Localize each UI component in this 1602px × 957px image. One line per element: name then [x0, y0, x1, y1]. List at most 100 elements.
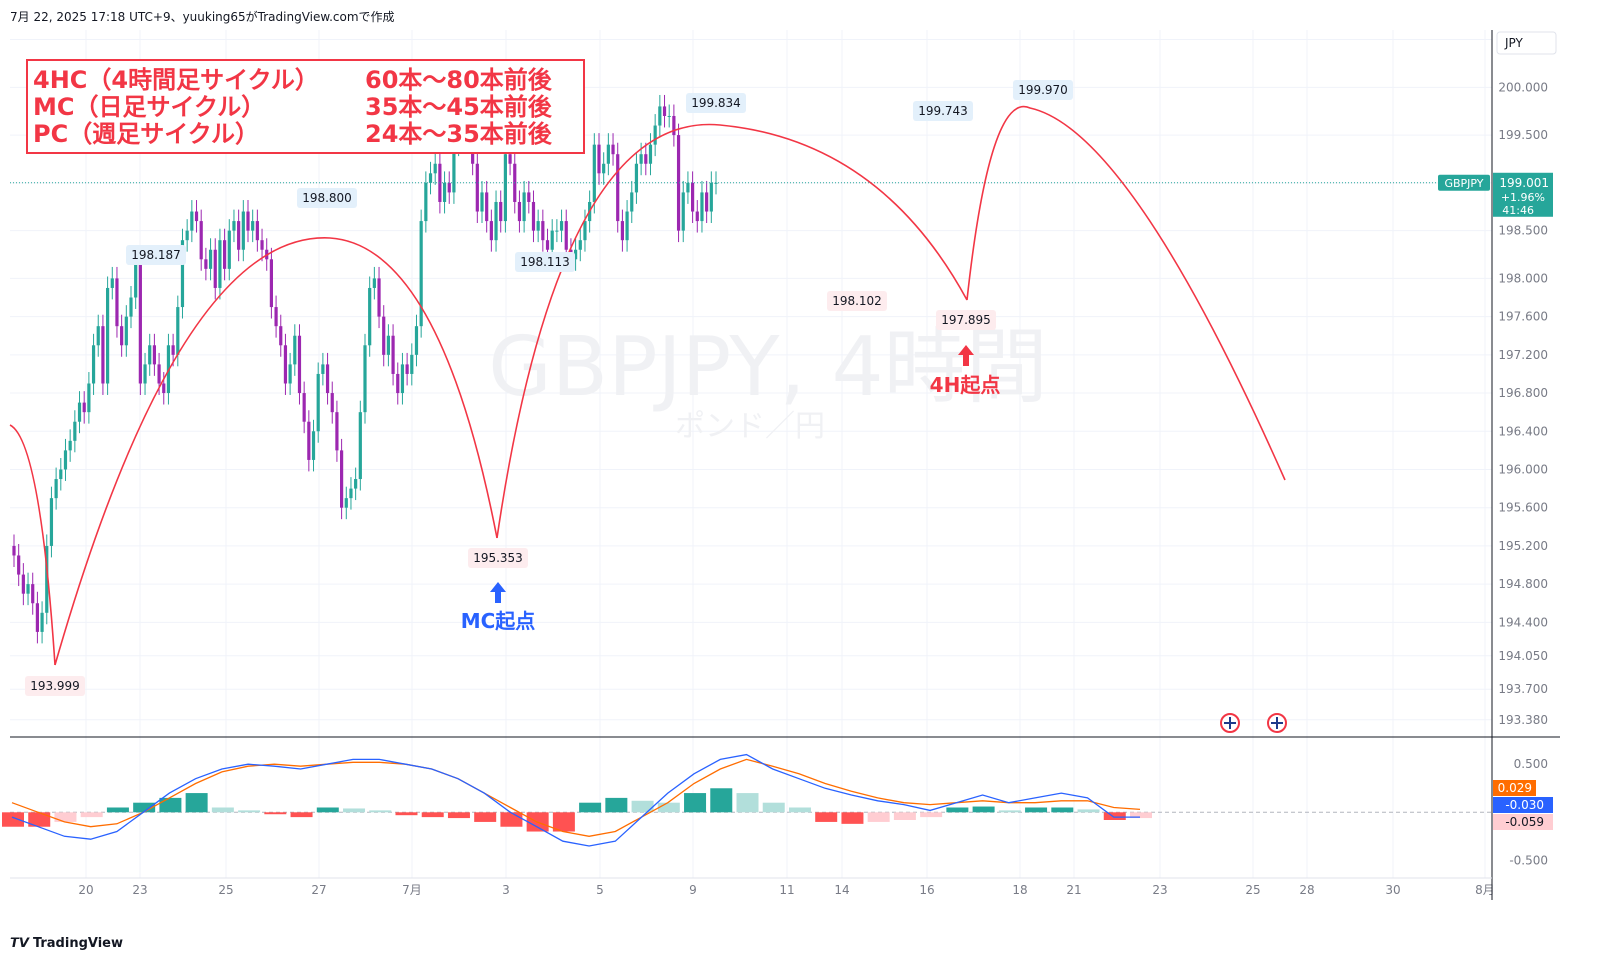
swing-label: 195.353	[473, 551, 523, 565]
macd-hist-bar	[867, 812, 890, 822]
candle-body	[293, 335, 297, 365]
tradingview-logo[interactable]: 𝙏𝙑 TradingView	[10, 936, 123, 951]
candle-body	[653, 125, 657, 145]
macd-hist-bar	[28, 812, 51, 827]
currency-badge	[1496, 31, 1557, 55]
info-line-value: 60本～80本前後	[365, 66, 553, 94]
candle-body	[138, 259, 142, 384]
swing-label: 198.102	[832, 294, 882, 308]
macd-line	[11, 753, 1140, 847]
candle-body	[96, 326, 100, 346]
time-tick-label: 8月	[1475, 883, 1495, 897]
candle-body	[302, 393, 306, 422]
price-tick-label: 193.380	[1498, 713, 1548, 727]
candle-body	[110, 278, 114, 288]
swing-label: 198.800	[302, 191, 352, 205]
candle-body	[545, 240, 550, 250]
macd-hist-bar	[893, 812, 916, 820]
candle-body	[91, 345, 96, 384]
swing-label: 199.743	[918, 104, 968, 118]
price-tick-label: 197.200	[1498, 348, 1548, 362]
macd-hist-bar	[474, 812, 497, 822]
candle-body	[73, 421, 77, 441]
price-tick-label: 193.700	[1498, 682, 1548, 696]
candle-body	[316, 373, 320, 432]
candle-body	[157, 364, 161, 384]
macd-hist-bar	[605, 797, 628, 813]
candle-body	[251, 221, 255, 231]
swing-label-bg	[515, 252, 575, 272]
macd-hist-bar	[2, 812, 24, 827]
candle-body	[274, 307, 278, 327]
price-tick-label: 200.000	[1498, 80, 1548, 94]
macd-hist-bar	[421, 812, 444, 818]
macd-hist-bar	[500, 812, 523, 827]
uk-flag-icon	[1224, 717, 1236, 729]
macd-hist-bar	[1103, 812, 1126, 820]
candle-body	[447, 182, 451, 193]
macd-hist-bar	[1025, 807, 1048, 813]
candle-body	[559, 221, 564, 231]
price-tick-label: 194.400	[1498, 615, 1548, 629]
candle-body	[180, 240, 185, 308]
candle-body	[101, 326, 105, 384]
info-line-label: 4HC（4時間足サイクル）	[33, 66, 319, 94]
time-tick-label: 25	[1245, 883, 1260, 897]
candle-body	[176, 307, 180, 355]
candle-body	[59, 469, 63, 480]
info-line-label: MC（日足サイクル）	[33, 93, 265, 121]
macd-hist-bar	[264, 812, 287, 815]
price-chart[interactable]: 200.500200.000199.500199.000198.500198.0…	[0, 0, 1602, 930]
candle-body	[77, 402, 82, 422]
candle-body	[63, 450, 68, 470]
h4-start-label: 4H起点	[930, 373, 1001, 397]
candle-body	[508, 154, 512, 164]
candle-body	[232, 221, 236, 231]
candle-body	[672, 115, 676, 136]
price-tick-label: 195.600	[1498, 501, 1548, 515]
candle-body	[330, 393, 334, 413]
time-tick-label: 7月	[402, 883, 422, 897]
price-tick-label: 198.500	[1498, 224, 1548, 238]
swing-label-bg	[913, 101, 973, 121]
time-tick-label: 23	[1152, 883, 1167, 897]
candle-body	[597, 144, 601, 174]
time-tick-label: 20	[78, 883, 93, 897]
candle-body	[185, 230, 189, 241]
candle-body	[522, 192, 526, 222]
candle-body	[499, 201, 503, 222]
price-tick-label: 198.000	[1498, 271, 1548, 285]
candle-body	[129, 297, 133, 317]
candle-body	[382, 316, 386, 355]
watermark-symbol: GBPJPY, 4時間	[488, 320, 1047, 415]
candle-body	[700, 192, 704, 222]
candle-body	[227, 230, 231, 269]
candle-body	[237, 221, 241, 250]
macd-value: -0.030	[1505, 798, 1544, 812]
symbol-price-tag-label: GBPJPY	[1444, 177, 1483, 190]
candle-body	[611, 144, 615, 155]
candle-body	[162, 383, 166, 394]
candle-body	[35, 603, 39, 632]
candle-body	[578, 240, 582, 250]
watermark-name: ポンド／円	[675, 409, 825, 444]
candle-body	[625, 211, 629, 241]
time-tick-label: 23	[132, 883, 147, 897]
swing-label-bg	[25, 676, 85, 696]
macd-hist-bar	[841, 812, 864, 824]
macd-hist-bar	[631, 800, 654, 813]
macd-hist-bar	[657, 802, 680, 813]
candle-body	[377, 278, 381, 317]
candle-body	[12, 545, 16, 556]
swing-label-bg	[297, 188, 357, 208]
candle-body	[279, 326, 283, 346]
candle-body	[396, 373, 400, 394]
candle-body	[695, 211, 699, 222]
tv-logo-icon: 𝙏𝙑	[10, 936, 29, 951]
candle-body	[630, 192, 634, 212]
macd-hist-bar	[788, 807, 811, 813]
time-tick-label: 5	[596, 883, 604, 897]
h4-arrow-icon	[958, 345, 974, 366]
time-tick-label: 28	[1299, 883, 1314, 897]
info-line-label: PC（週足サイクル）	[33, 120, 259, 148]
